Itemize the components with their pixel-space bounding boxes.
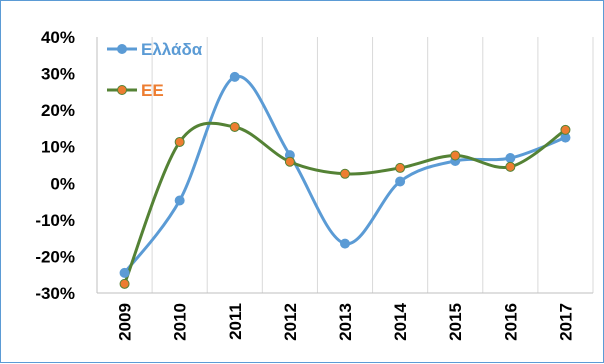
data-markers [119, 71, 571, 289]
x-tick-label: 2011 [226, 303, 245, 340]
data-point-1-2014 [395, 176, 406, 187]
legend-marker [117, 44, 127, 54]
x-tick-label: 2009 [116, 303, 135, 341]
legend-label: Ελλάδα [141, 40, 203, 59]
data-point-2-2012 [284, 156, 295, 167]
data-point-2-2009 [119, 278, 130, 289]
legend: Ελλάδα ΕΕ [107, 40, 203, 100]
data-point-2-2013 [340, 168, 350, 179]
data-point-1-2009 [119, 267, 130, 278]
x-tick-label: 2012 [281, 303, 300, 341]
x-tick-label: 2013 [336, 303, 355, 341]
y-tick-label: -10% [35, 211, 75, 230]
x-tick-label: 2010 [171, 303, 190, 341]
series-lines [123, 74, 567, 286]
y-tick-label: 0% [50, 174, 75, 193]
y-tick-label: 10% [41, 138, 75, 157]
data-point-1-2013 [340, 238, 350, 249]
legend-item-2: ΕΕ [107, 81, 164, 100]
legend-label: ΕΕ [141, 81, 164, 100]
x-tick-label: 2014 [391, 302, 410, 340]
data-point-2-2010 [174, 136, 185, 147]
legend-item-1: Ελλάδα [107, 40, 203, 59]
data-point-2-2015 [450, 150, 461, 161]
y-tick-label: 40% [41, 28, 75, 47]
legend-marker [117, 85, 127, 95]
data-point-2-2014 [395, 162, 406, 173]
x-axis-tick-labels: 2009 2010 2011 2012 2013 2014 2015 2016 2017 [116, 302, 576, 340]
data-point-1-2010 [174, 195, 185, 206]
data-point-2-2016 [505, 161, 516, 172]
y-tick-label: -20% [35, 247, 75, 266]
series-line-2 [123, 121, 567, 286]
axes [96, 37, 593, 294]
x-tick-label: 2015 [446, 303, 465, 341]
x-tick-label: 2016 [501, 303, 520, 341]
data-point-2-2017 [560, 124, 571, 135]
y-tick-label: 30% [41, 65, 75, 84]
data-point-1-2011 [229, 71, 240, 82]
data-point-2-2011 [229, 121, 240, 132]
y-axis-tick-labels: -30% -20% -10% 0% 10% 20% 30% 40% [35, 28, 75, 303]
y-tick-label: 20% [41, 101, 75, 120]
y-tick-label: -30% [35, 284, 75, 303]
data-point-1-2016 [505, 153, 516, 164]
grid-lines [151, 37, 594, 293]
x-tick-label: 2017 [556, 303, 575, 341]
